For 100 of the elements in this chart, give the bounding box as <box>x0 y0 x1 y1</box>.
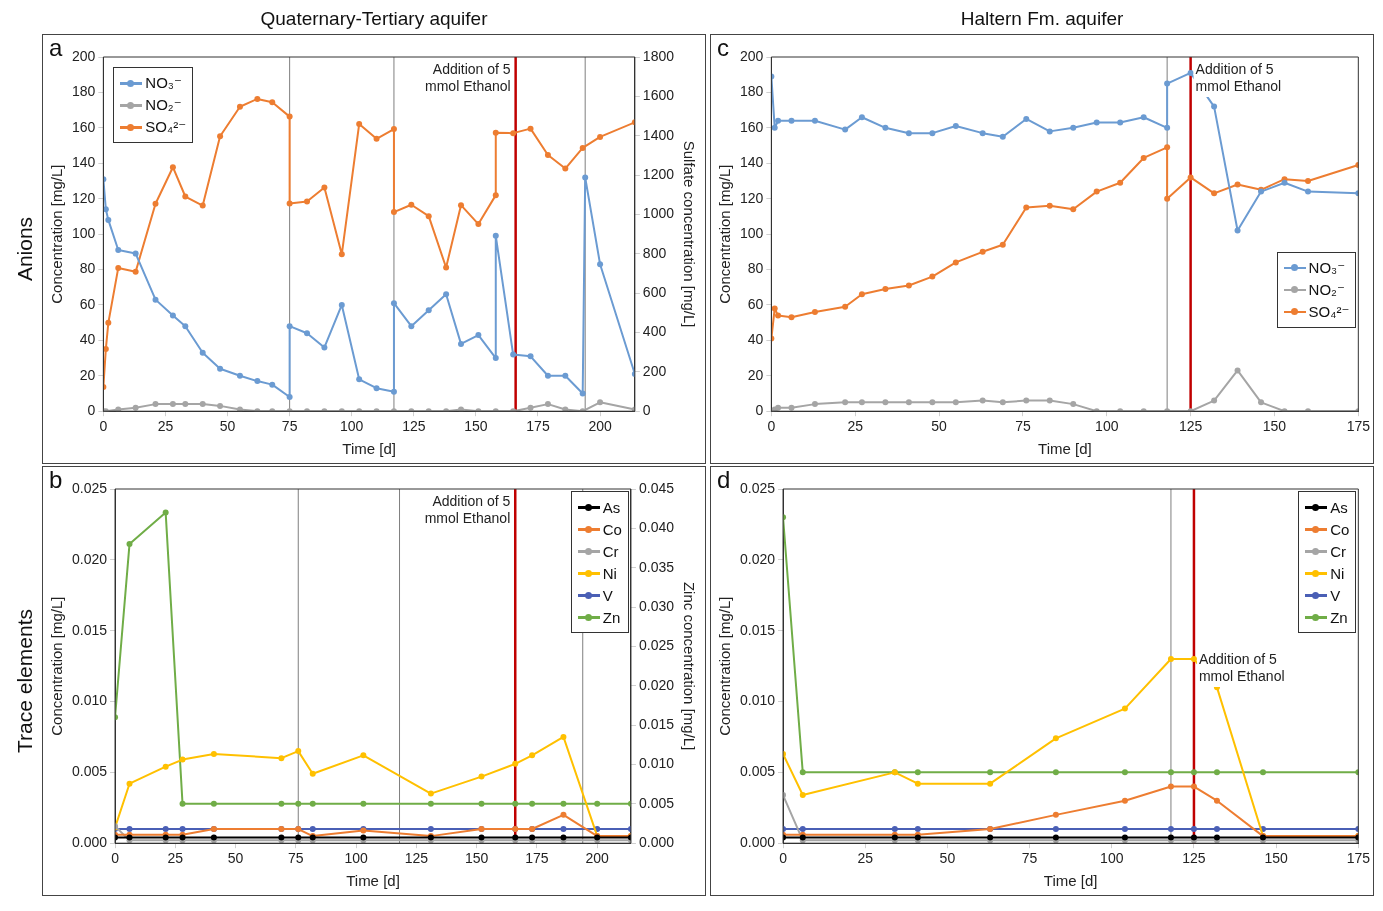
chart-title: Haltern Fm. aquifer <box>959 8 1125 31</box>
y-tick-label: 0.010 <box>71 692 108 709</box>
y-tick-label: 0.020 <box>739 550 776 567</box>
x-tick-label: 175 <box>525 850 549 867</box>
ref-line-label: Addition of 5 mmol Ethanol <box>1195 60 1282 94</box>
y-tick-label: 0 <box>755 402 764 419</box>
y2-tick-label: 0.010 <box>638 755 675 772</box>
x-axis-title: Time [d] <box>346 872 400 890</box>
text: a <box>49 34 63 61</box>
x-tick-label: 175 <box>526 418 550 435</box>
y2-tick-label: 1400 <box>642 126 675 143</box>
x-tick-label: 25 <box>857 850 874 867</box>
legend-label: As <box>602 498 621 516</box>
y-tick-label: 100 <box>72 224 96 241</box>
y-tick-label: 0.005 <box>739 763 776 780</box>
y2-axis-title: Zinc concentration [mg/L] <box>680 581 698 751</box>
x-tick-label: 200 <box>585 850 610 867</box>
y-tick-label: 200 <box>72 47 96 64</box>
legend-label: Cr <box>602 542 619 560</box>
y2-tick-label: 1600 <box>642 87 675 104</box>
y2-axis-title: Sulfate concentration [mg/L] <box>680 140 698 328</box>
text: Trace elements <box>13 609 37 753</box>
legend-label: SO₄²⁻ <box>1308 302 1350 321</box>
y2-tick-label: 0 <box>642 402 651 419</box>
y-tick-label: 0 <box>87 402 96 419</box>
legend-label: NO₂⁻ <box>145 96 182 114</box>
legend-label: NO₃⁻ <box>1308 258 1346 277</box>
legend-label: NO₂⁻ <box>1308 280 1345 299</box>
x-axis-title: Time [d] <box>1038 440 1092 458</box>
y-tick-label: 160 <box>740 118 764 135</box>
x-axis-title: Time [d] <box>1043 872 1098 890</box>
y-tick-label: 100 <box>740 224 764 241</box>
x-tick-label: 100 <box>1100 850 1124 867</box>
legend-label: SO₄²⁻ <box>145 118 187 136</box>
x-tick-label: 150 <box>1262 418 1287 435</box>
legend-label: Co <box>602 520 622 538</box>
y-tick-label: 40 <box>747 331 764 348</box>
legend-label: Zn <box>602 608 621 626</box>
y2-tick-label: 200 <box>642 362 667 379</box>
y-tick-label: 0.025 <box>71 479 108 496</box>
x-tick-label: 50 <box>227 850 244 867</box>
y-axis-title: Concentration [mg/L] <box>716 596 734 736</box>
y-tick-label: 180 <box>72 83 96 100</box>
x-tick-label: 50 <box>219 418 236 435</box>
y-tick-label: 20 <box>79 366 96 383</box>
x-tick-label: 125 <box>402 418 426 435</box>
x-tick-label: 75 <box>288 850 304 867</box>
y-tick-label: 0.010 <box>739 692 776 709</box>
y-tick-label: 140 <box>740 154 764 171</box>
y-tick-label: 0.020 <box>71 550 108 567</box>
legend-label: V <box>602 586 613 604</box>
ref-line-label: Addition of 5 mmol Ethanol <box>424 492 511 526</box>
x-tick-label: 50 <box>931 418 948 435</box>
legend-label: V <box>1330 586 1341 604</box>
y2-tick-label: 400 <box>642 323 667 340</box>
x-tick-label: 75 <box>281 418 298 435</box>
y2-tick-label: 0.005 <box>638 794 675 811</box>
y-tick-label: 0.000 <box>71 834 108 851</box>
y-tick-label: 0.025 <box>739 479 776 496</box>
y-tick-label: 0.000 <box>739 834 776 851</box>
y-tick-label: 60 <box>747 295 764 312</box>
y-tick-label: 200 <box>740 47 764 64</box>
x-tick-label: 25 <box>167 850 184 867</box>
y-tick-label: 40 <box>79 331 96 348</box>
y2-tick-label: 1800 <box>642 47 675 64</box>
y-tick-label: 160 <box>72 118 96 135</box>
y-tick-label: 20 <box>747 366 764 383</box>
x-tick-label: 25 <box>847 418 864 435</box>
y-axis-title: Concentration [mg/L] <box>716 164 734 304</box>
y-tick-label: 80 <box>747 260 764 277</box>
text: d <box>717 466 731 493</box>
x-tick-label: 125 <box>404 850 429 867</box>
y2-tick-label: 0.035 <box>638 558 675 575</box>
y-tick-label: 180 <box>740 83 764 100</box>
y2-tick-label: 0.030 <box>638 597 675 614</box>
x-axis-title: Time [d] <box>342 440 396 458</box>
x-tick-label: 150 <box>464 418 488 435</box>
legend-label: Ni <box>602 564 617 582</box>
y-axis-title: Concentration [mg/L] <box>48 164 66 304</box>
x-tick-label: 50 <box>939 850 956 867</box>
text: Anions <box>13 216 37 282</box>
text: b <box>49 466 63 493</box>
y-tick-label: 0.005 <box>71 763 108 780</box>
x-tick-label: 100 <box>344 850 369 867</box>
legend-label: NO₃⁻ <box>145 74 182 92</box>
legend-label: Zn <box>1330 608 1348 626</box>
y2-tick-label: 0.040 <box>638 519 675 536</box>
y2-tick-label: 800 <box>642 244 667 261</box>
y2-tick-label: 600 <box>642 283 667 300</box>
x-tick-label: 150 <box>464 850 489 867</box>
y-tick-label: 60 <box>79 295 96 312</box>
x-tick-label: 175 <box>1346 850 1371 867</box>
y-tick-label: 120 <box>72 189 96 206</box>
y-tick-label: 0.015 <box>71 621 108 638</box>
x-tick-label: 125 <box>1178 418 1203 435</box>
x-tick-label: 0 <box>779 850 788 867</box>
y-tick-label: 80 <box>79 260 96 277</box>
text: c <box>717 34 729 61</box>
ref-line-label: Addition of 5 mmol Ethanol <box>1198 650 1285 684</box>
x-tick-label: 175 <box>1346 418 1371 435</box>
